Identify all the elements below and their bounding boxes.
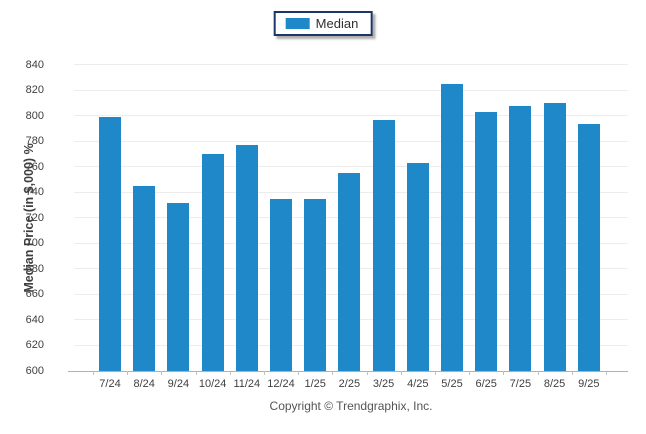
bar-4-25[interactable] xyxy=(406,163,429,371)
bar-8-25[interactable] xyxy=(543,103,566,371)
x-axis-tick-mark xyxy=(366,371,368,375)
bar-6-25[interactable] xyxy=(475,112,498,371)
x-axis-tick-label-6-25: 6/25 xyxy=(475,378,497,390)
y-axis-tick-label-600: 600 xyxy=(25,364,44,377)
bar-7-25[interactable] xyxy=(509,105,532,371)
x-axis-tick-label-7-25: 7/25 xyxy=(509,378,532,390)
x-axis-tick-mark xyxy=(195,371,197,375)
copyright-text: Copyright © Trendgraphix, Inc. xyxy=(269,399,433,413)
x-axis-tick-mark xyxy=(434,371,436,375)
bar-2-25[interactable] xyxy=(338,173,361,371)
x-axis-tick-mark xyxy=(537,371,539,375)
gridline-840 xyxy=(74,64,628,65)
y-axis-tick-label-700: 700 xyxy=(25,237,44,249)
x-axis-tick-mark xyxy=(332,371,334,375)
y-axis-tick-label-740: 740 xyxy=(25,186,44,198)
y-axis-tick-label-680: 680 xyxy=(25,262,44,275)
y-axis-tick-label-800: 800 xyxy=(25,109,44,122)
bar-9-25[interactable] xyxy=(577,123,600,371)
x-axis-line xyxy=(68,371,628,372)
x-axis-tick-label-4-25: 4/25 xyxy=(407,378,429,390)
x-axis-tick-label-1-25: 1/25 xyxy=(304,378,326,390)
bar-5-25[interactable] xyxy=(441,84,463,371)
plot-area: 600 620 640 660 680 700 720 740 760 780 800 820 840 7… xyxy=(26,59,628,390)
y-axis-tick-label-720: 720 xyxy=(25,211,44,224)
x-axis-tick-label-11-24: 11/24 xyxy=(233,378,261,390)
x-axis-tick-mark xyxy=(92,371,94,375)
x-axis-tick-mark xyxy=(229,371,231,375)
x-axis-tick-label-2-25: 2/25 xyxy=(338,378,361,390)
x-axis-tick-mark xyxy=(400,371,402,375)
x-axis-tick-label-8-24: 8/24 xyxy=(133,378,155,390)
y-axis-tick-label-620: 620 xyxy=(25,339,44,351)
gridline-760 xyxy=(74,166,628,167)
bar-1-25[interactable] xyxy=(304,198,327,371)
x-axis-tick-label-10-24: 10/24 xyxy=(198,378,227,390)
x-axis-tick-mark xyxy=(503,371,505,375)
bar-3-25[interactable] xyxy=(372,119,395,371)
x-axis-tick-mark xyxy=(605,371,607,375)
legend-label-median: Median xyxy=(315,16,359,31)
gridline-820 xyxy=(74,89,628,91)
y-axis-tick-label-760: 760 xyxy=(25,160,44,173)
y-axis-tick-label-820: 820 xyxy=(25,84,44,96)
x-axis-tick-mark xyxy=(263,371,265,375)
bar-11-24[interactable] xyxy=(235,145,258,371)
y-axis-tick-label-780: 780 xyxy=(25,135,44,147)
x-axis-tick-label-7-24: 7/24 xyxy=(99,378,121,390)
x-axis-tick-label-8-25: 8/25 xyxy=(543,378,566,390)
x-axis-tick-mark xyxy=(469,371,471,375)
median-series-swatch-icon xyxy=(285,18,310,29)
y-axis-tick-label-840: 840 xyxy=(25,58,44,71)
x-axis-tick-label-5-25: 5/25 xyxy=(441,378,463,390)
bar-9-24[interactable] xyxy=(167,202,190,371)
x-axis-tick-label-9-25: 9/25 xyxy=(578,378,600,390)
legend[interactable]: Median xyxy=(273,11,373,36)
x-axis-tick-mark xyxy=(161,371,163,375)
y-axis-tick-label-640: 640 xyxy=(25,313,44,326)
bar-12-24[interactable] xyxy=(270,198,292,371)
bar-7-24[interactable] xyxy=(99,117,121,371)
bar-10-24[interactable] xyxy=(201,154,224,371)
x-axis-tick-label-3-25: 3/25 xyxy=(372,378,395,390)
y-axis-tick-label-660: 660 xyxy=(25,288,44,300)
x-axis-tick-mark xyxy=(127,371,129,375)
x-axis-tick-label-9-24: 9/24 xyxy=(167,378,190,390)
gridline-780 xyxy=(74,140,628,142)
x-axis-tick-mark xyxy=(298,371,300,375)
bar-8-24[interactable] xyxy=(133,186,156,371)
x-axis-tick-mark xyxy=(571,371,573,375)
gridline-800 xyxy=(74,115,628,116)
x-axis-tick-label-12-24: 12/24 xyxy=(267,378,295,390)
